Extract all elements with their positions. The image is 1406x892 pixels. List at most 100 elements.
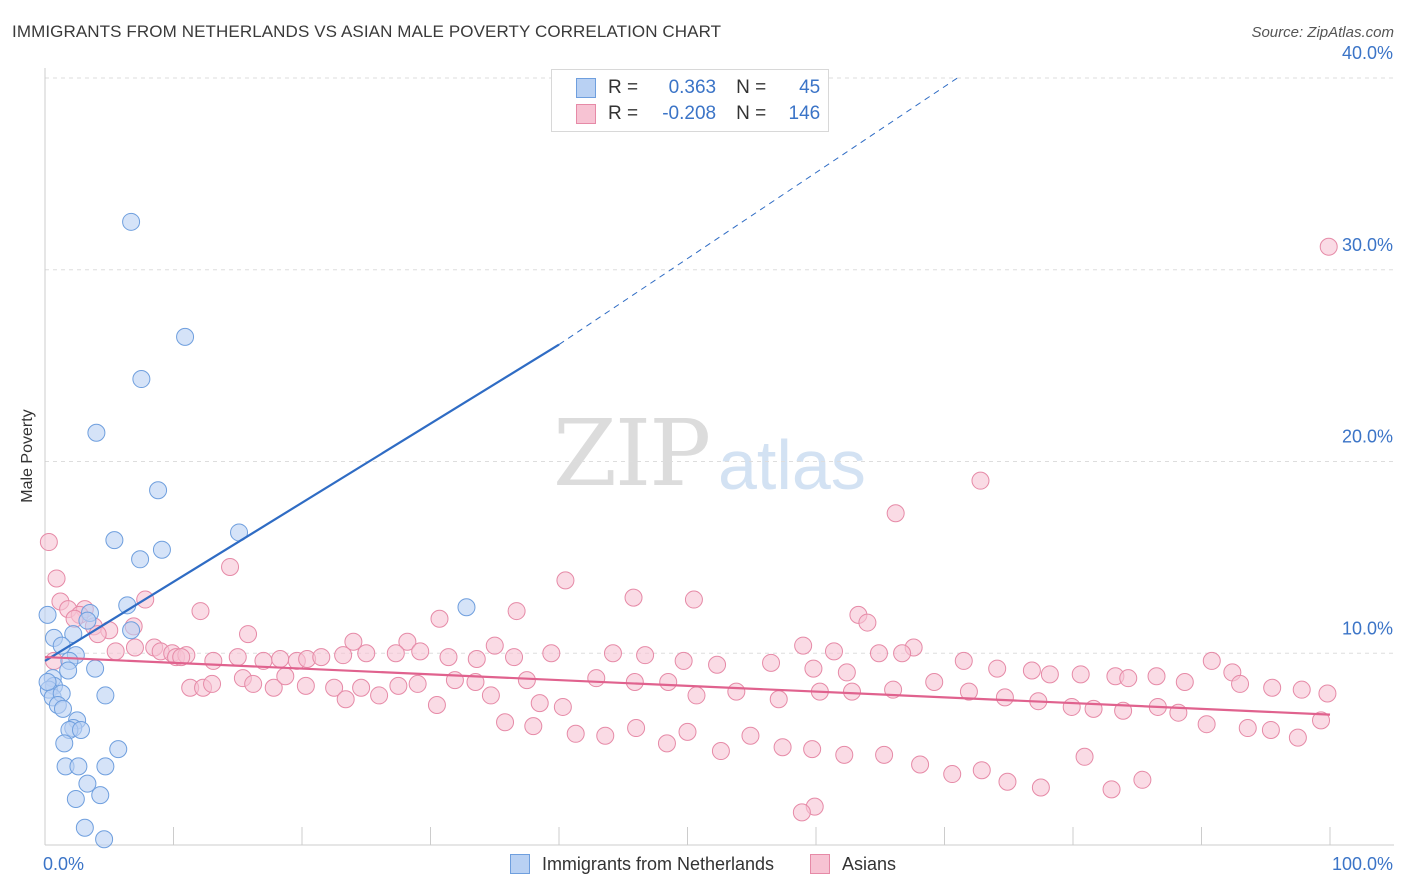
data-point-asians: [496, 713, 515, 732]
axis-layer: [44, 68, 1394, 846]
data-point-netherlands: [78, 774, 97, 793]
data-point-netherlands: [109, 740, 128, 759]
trendline-asians: [44, 655, 1331, 716]
data-point-asians: [587, 669, 606, 688]
data-point-asians: [39, 533, 58, 552]
data-point-netherlands: [152, 540, 171, 559]
data-point-asians: [875, 745, 894, 764]
data-point-asians: [1022, 661, 1041, 680]
data-point-asians: [678, 722, 697, 741]
data-point-asians: [276, 667, 295, 686]
data-point-asians: [674, 651, 693, 670]
data-point-asians: [1102, 780, 1121, 799]
watermark-atlas: atlas: [718, 426, 866, 504]
data-point-asians: [659, 673, 678, 692]
data-point-asians: [386, 644, 405, 663]
data-point-asians: [191, 602, 210, 621]
data-point-asians: [911, 755, 930, 774]
data-point-netherlands: [176, 327, 195, 346]
legend-r-label: R =: [608, 103, 639, 124]
data-point-netherlands: [66, 789, 85, 808]
data-point-asians: [439, 648, 458, 667]
data-point-asians: [1202, 651, 1221, 670]
series-swatch-blue: [509, 854, 530, 874]
y-tick-label: 30.0%: [1342, 235, 1393, 255]
y-tick-label: 10.0%: [1342, 618, 1393, 638]
data-point-asians: [312, 648, 331, 667]
data-point-asians: [627, 719, 646, 738]
data-point-netherlands: [38, 605, 57, 624]
data-point-asians: [1288, 728, 1307, 747]
series-swatch-pink: [810, 854, 831, 874]
data-point-asians: [794, 636, 813, 655]
data-point-asians: [959, 682, 978, 701]
data-point-asians: [1238, 719, 1257, 738]
data-point-netherlands: [149, 481, 168, 500]
data-point-asians: [542, 644, 561, 663]
data-point-netherlands: [122, 212, 141, 231]
data-point-asians: [893, 644, 912, 663]
data-point-netherlands: [91, 786, 110, 805]
data-point-asians: [352, 678, 371, 697]
data-point-asians: [773, 738, 792, 757]
data-point-asians: [524, 717, 543, 736]
data-point-asians: [657, 734, 676, 753]
chart-title: IMMIGRANTS FROM NETHERLANDS VS ASIAN MAL…: [12, 22, 722, 41]
data-point-asians: [954, 651, 973, 670]
data-point-netherlands: [38, 673, 57, 692]
legend-r-value: -0.208: [662, 103, 717, 124]
legend-row-netherlands: R = 0.363 N = 45: [576, 76, 820, 100]
data-point-asians: [792, 803, 811, 822]
series-legend-netherlands: Immigrants from Netherlands: [509, 854, 774, 875]
data-point-netherlands: [96, 686, 115, 705]
trendline-netherlands: [44, 343, 560, 662]
data-point-netherlands: [53, 699, 72, 718]
data-point-asians: [1040, 665, 1059, 684]
legend-row-asians: R = -0.208 N = 146: [576, 102, 820, 126]
data-point-netherlands: [132, 370, 151, 389]
data-point-asians: [204, 651, 223, 670]
legend-r-label: R =: [608, 77, 639, 98]
series-label-asians: Asians: [842, 853, 897, 874]
y-tick-label: 20.0%: [1342, 427, 1393, 447]
data-point-asians: [988, 659, 1007, 678]
legend-r-value: 0.363: [668, 77, 717, 98]
x-tick-label: 100.0%: [1332, 854, 1393, 874]
data-point-netherlands: [105, 531, 124, 550]
data-point-netherlands: [71, 720, 90, 739]
legend-n-label: N =: [736, 103, 767, 124]
trend-layer: [44, 77, 1331, 716]
data-point-asians: [687, 686, 706, 705]
data-point-asians: [244, 674, 263, 693]
data-point-asians: [357, 644, 376, 663]
data-point-asians: [408, 674, 427, 693]
data-point-asians: [1133, 770, 1152, 789]
legend-swatch-pink: [576, 104, 596, 124]
data-point-asians: [1292, 680, 1311, 699]
data-point-asians: [943, 765, 962, 784]
data-point-asians: [684, 590, 703, 609]
data-point-asians: [1071, 665, 1090, 684]
data-point-netherlands: [78, 611, 97, 630]
data-point-asians: [762, 653, 781, 672]
data-point-asians: [1318, 684, 1337, 703]
data-point-netherlands: [96, 757, 115, 776]
data-point-asians: [271, 650, 290, 669]
data-point-netherlands: [87, 423, 106, 442]
data-point-asians: [1231, 674, 1250, 693]
data-point-asians: [603, 644, 622, 663]
legend-n-value: 45: [799, 77, 821, 98]
data-point-netherlands: [55, 734, 74, 753]
data-point-netherlands: [69, 757, 88, 776]
data-point-asians: [264, 678, 283, 697]
data-point-asians: [886, 504, 905, 523]
watermark-zip: ZIP: [553, 400, 711, 507]
data-point-asians: [517, 671, 536, 690]
grid-layer: [45, 77, 1394, 654]
data-point-asians: [411, 642, 430, 661]
data-point-asians: [971, 471, 990, 490]
data-point-netherlands: [95, 830, 114, 849]
trendline-netherlands-extension: [558, 77, 958, 345]
data-point-asians: [336, 690, 355, 709]
data-point-asians: [1261, 720, 1280, 739]
